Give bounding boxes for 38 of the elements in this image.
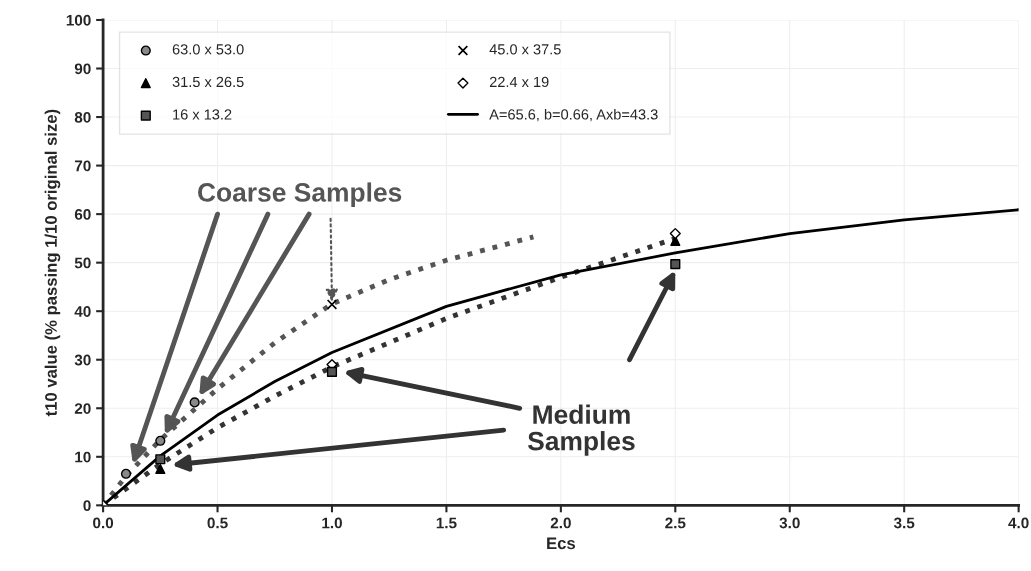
x-tick-label: 2.0	[550, 517, 571, 529]
x-tick-label: 3.5	[893, 517, 915, 529]
point	[670, 259, 681, 270]
annotation: Coarse Samples	[198, 182, 402, 208]
y-tick-label: 40	[74, 306, 91, 317]
point	[155, 463, 166, 475]
y-tick-label: 80	[74, 111, 91, 123]
y-tick-label: 20	[74, 403, 91, 414]
point	[155, 454, 166, 465]
x-tick-label: 0.0	[93, 517, 114, 529]
y-axis-title: t10 value (% passing 1/10 original size)	[44, 109, 61, 417]
legend-label: 63.0 x 53.0	[172, 44, 244, 55]
x-tick-label: 1.0	[322, 517, 342, 529]
x-tick-label: 1.5	[436, 517, 457, 529]
y-tick-label: 30	[74, 354, 91, 366]
point	[189, 397, 200, 408]
x-tick-label: 3.0	[779, 517, 800, 529]
x-tick-label: 0.5	[207, 517, 228, 529]
point	[326, 299, 338, 310]
legend-label: A=65.6, b=0.66, Axb=43.3	[489, 108, 658, 122]
y-tick-label: 70	[74, 160, 91, 172]
y-tick-label: 0	[83, 500, 91, 512]
y-tick-label: 60	[74, 208, 91, 220]
legend-label: 22.4 x 19	[489, 76, 549, 88]
x-tick-label: 2.5	[665, 517, 686, 529]
y-tick-label: 50	[74, 257, 91, 269]
legend-label: 45.0 x 37.5	[489, 44, 561, 55]
legend-label: 31.5 x 26.5	[172, 76, 244, 88]
point	[120, 468, 132, 479]
y-tick-label: 90	[74, 63, 91, 75]
x-axis-title: Ecs	[547, 537, 576, 550]
legend-label: 16 x 13.2	[173, 109, 232, 120]
x-tick-label: 4.0	[1008, 517, 1029, 529]
annotation: Medium Samples	[527, 404, 635, 456]
point	[155, 435, 166, 446]
point	[326, 366, 338, 377]
y-tick-label: 10	[75, 451, 91, 463]
y-tick-label: 100	[66, 14, 91, 26]
